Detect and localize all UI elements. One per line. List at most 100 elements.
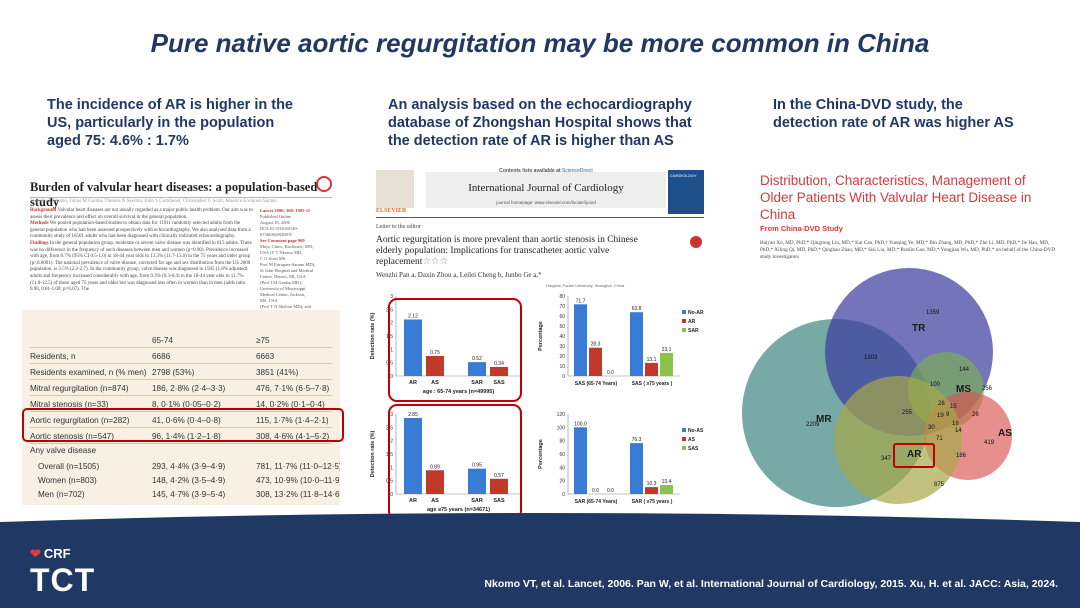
table-cell: 308, 4·6% (4·1–5·2) [256, 432, 330, 441]
data-label: 0.34 [494, 361, 504, 367]
data-label: 0.95 [472, 463, 482, 469]
table-cell: 96, 1·4% (1·2–1·8) [152, 432, 221, 441]
y-axis-label: Detection rate (%) [370, 430, 376, 477]
star-icons: ☆☆☆ [422, 257, 448, 267]
table-cell: Any valve disease [30, 446, 96, 455]
venn-count: 30 [928, 425, 935, 431]
bar [574, 304, 587, 376]
venn-count: 71 [936, 436, 943, 442]
chart-sas-breakdown: 0 10 20 30 40 50 60 70 80 Percentage 71.7 63.8 28.3 1… [538, 294, 704, 387]
row-divider [30, 363, 332, 364]
cover-text: CARDIOLOGY [670, 173, 697, 178]
venn-diagram: TR MS MR AS AR 1359 1303 144 256 100 220… [742, 268, 1012, 507]
bar [468, 362, 486, 376]
table-row-aortic-regurgitation: Aortic regurgitation (n=282) 41, 0·6% (0… [22, 414, 340, 428]
elsevier-tree-logo-icon [376, 170, 414, 208]
side-line: Mayo Clinic, Rochester, MN, [260, 244, 314, 249]
table-cell: Men (n=702) [38, 490, 85, 499]
highlight-box-ar-as-rows [22, 408, 344, 442]
y-tick-label: 2 [390, 321, 393, 327]
y-tick-label: 40 [559, 465, 565, 471]
china-dvd-subtitle: From China-DVD Study [760, 224, 843, 233]
data-label: 100.0 [574, 421, 587, 427]
venn-set-label: AS [998, 428, 1012, 439]
venn-count: 18 [952, 421, 959, 427]
y-axis-label: Percentage [538, 439, 544, 469]
bar [630, 443, 643, 494]
legend-label: SAR [688, 328, 699, 334]
table-cell: Residents, n [30, 352, 76, 361]
data-label: 0.0 [592, 488, 599, 494]
data-label: 13.1 [647, 357, 657, 363]
middle-heading-line: An analysis based on the echocardiograph… [388, 97, 692, 113]
right-heading-line: In the China-DVD study, the [773, 97, 963, 113]
x-tick-label: SAR ( ≥75 years ) [632, 499, 673, 505]
venn-set-label: AR [907, 449, 922, 460]
crf-logo: ❤ CRF [30, 546, 71, 562]
y-tick-label: 30 [559, 344, 565, 350]
y-axis-label: Percentage [538, 321, 544, 351]
table-cell: Women (n=803) [38, 476, 97, 485]
side-line: Center, Detroit, MI, USA [260, 274, 306, 279]
side-line: DOI:10.1016/S0140- [260, 226, 299, 231]
table-cell: 476, 7·1% (6·5–7·8) [256, 384, 330, 393]
table-cell: 145, 4·7% (3·9–5·4) [152, 490, 226, 499]
bar [574, 427, 587, 494]
venn-set-label: MR [816, 414, 832, 425]
row-divider [30, 443, 332, 444]
letter-label: Letter to the editor [376, 224, 421, 230]
venn-count: 347 [881, 456, 892, 462]
legend-swatch [682, 446, 686, 450]
side-line: Medical Center, Jackson, [260, 292, 306, 297]
legend-label: AS [688, 437, 696, 443]
table-cell: 308, 13·2% (11·8–14·6) [256, 490, 340, 499]
table-cell: 41, 0·6% (0·4–0·8) [152, 416, 221, 425]
table-cell: 6686 [152, 352, 171, 361]
venn-count: 19 [937, 413, 944, 419]
highlight-box-ar-region [893, 443, 935, 468]
contents-line: Contents lists available at ScienceDirec… [426, 168, 666, 174]
article-authors: Wenzhi Pan a, Daxin Zhou a, Leilei Cheng… [376, 271, 542, 279]
table-cell: 3851 (41%) [256, 368, 299, 377]
y-tick-label: 0 [562, 374, 565, 380]
table-cell: 2798 (53%) [152, 368, 195, 377]
bar [490, 478, 508, 494]
legend-label: AR [688, 319, 696, 325]
table-cell: Aortic stenosis (n=547) [30, 432, 114, 441]
side-line: Published Online [260, 214, 292, 219]
table-row-aortic-stenosis: Aortic stenosis (n=547) 96, 1·4% (1·2–1·… [22, 430, 340, 444]
table-header-row: 65-74 ≥75 [22, 334, 340, 348]
side-line: (Prof J M Gardin MD); [260, 280, 302, 285]
table-cell: 6663 [256, 352, 275, 361]
side-line: August 18, 2006 [260, 220, 290, 225]
left-heading-line: US, particularly in the population [47, 115, 275, 131]
bar [630, 312, 643, 376]
venn-set-label: TR [912, 323, 926, 334]
journal-cover-icon: CARDIOLOGY [668, 170, 704, 214]
x-tick-label: SAS (65-74 Years) [575, 381, 618, 387]
left-heading-line: aged 75: 4.6% : 1.7% [47, 133, 189, 149]
y-tick-label: 10 [559, 364, 565, 370]
row-divider [30, 347, 332, 348]
bar [660, 485, 673, 494]
table-cell: 473, 10·9% (10·0–11·9) [256, 476, 340, 485]
x-tick-label: AS [431, 380, 439, 386]
contents-text: Contents lists available at [499, 168, 561, 174]
legend-label: No-AR [688, 310, 704, 316]
data-label: 63.8 [632, 306, 642, 312]
x-tick-label: SAS [493, 380, 505, 386]
bar [645, 487, 658, 494]
lancet-sidebar: Lancet 2006; 368: 1005-11 Published Onli… [260, 208, 330, 316]
bar [426, 356, 444, 376]
china-dvd-panel: Distribution, Characteristics, Managemen… [740, 160, 1070, 516]
bar [468, 468, 486, 494]
legend-swatch [682, 319, 686, 323]
journal-band [426, 172, 666, 208]
y-tick-label: 70 [559, 304, 565, 310]
table-row: Any valve disease [22, 444, 340, 458]
chart-title: age : 65-74 years (n=49995) [423, 389, 495, 395]
data-label: 0.89 [430, 464, 440, 470]
y-tick-label: 20 [559, 354, 565, 360]
lancet-authors: Vuyisile T Nkomo, Julius M Gardin, Thoma… [30, 199, 277, 204]
y-axis-label: Detection rate (%) [370, 312, 376, 359]
